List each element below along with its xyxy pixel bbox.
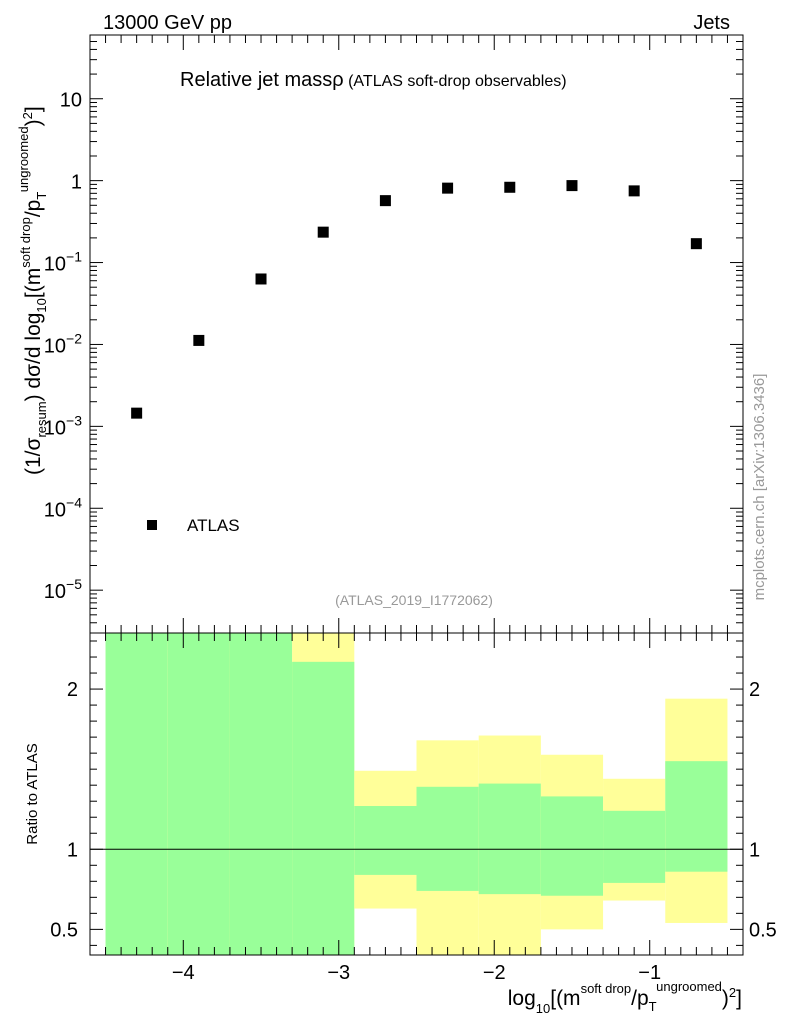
ratio-y-axis-label: Ratio to ATLAS xyxy=(24,743,41,844)
main-y-tick-label: 10−2 xyxy=(44,330,82,357)
ratio-band-stat xyxy=(105,633,168,955)
ratio-band-stat xyxy=(416,786,479,891)
main-y-tick-label: 10 xyxy=(60,90,82,112)
data-point xyxy=(504,181,516,193)
ratio-x-ticks: −4 −3 −2 −1 xyxy=(105,35,728,984)
data-point xyxy=(255,273,267,285)
main-y-tick-label: 10−5 xyxy=(44,576,82,603)
data-point xyxy=(379,195,391,207)
ratio-band-stat xyxy=(167,633,230,955)
main-y-tick-label: 10−4 xyxy=(44,494,82,521)
ratio-band-stat xyxy=(665,761,728,872)
side-label: mcplots.cern.ch [arXiv:1306.3436] xyxy=(751,374,768,601)
ratio-band-stat xyxy=(603,810,666,883)
ratio-band-stat xyxy=(229,633,293,955)
x-tick-label: −1 xyxy=(638,962,661,984)
ratio-y-tick-label: 1 xyxy=(67,839,78,861)
data-point xyxy=(442,182,454,194)
data-point xyxy=(131,407,143,419)
main-frame xyxy=(89,34,744,634)
ratio-frame xyxy=(89,632,744,956)
x-axis-label: log10[(msoft drop/pTungroomed)2] xyxy=(508,979,742,1016)
ratio-y-tick-label-right: 1 xyxy=(749,839,760,861)
data-point xyxy=(628,185,640,197)
ratio-band-stat xyxy=(292,661,355,955)
data-point xyxy=(317,226,329,238)
ratio-bands xyxy=(105,633,728,955)
ratio-y-tick-label-right: 2 xyxy=(749,679,760,701)
main-y-tick-label: 10−3 xyxy=(44,412,82,439)
main-y-ticks: 10 1 10−1 10−2 10−3 10−4 10−5 xyxy=(44,34,743,634)
analysis-label: (ATLAS_2019_I1772062) xyxy=(335,592,493,608)
data-point xyxy=(193,334,205,346)
ratio-y-ticks: 2 2 1 1 0.5 0.5 xyxy=(50,640,777,946)
ratio-band-stat xyxy=(354,806,417,875)
data-point xyxy=(566,180,578,192)
ratio-y-tick-label: 2 xyxy=(67,679,78,701)
ratio-band-stat xyxy=(540,796,604,896)
legend: ATLAS xyxy=(147,516,240,535)
legend-label-atlas: ATLAS xyxy=(187,516,240,535)
header-observable: Jets xyxy=(693,12,730,34)
ratio-y-tick-label: 0.5 xyxy=(50,919,78,941)
main-y-tick-label: 1 xyxy=(71,172,82,194)
main-markers xyxy=(131,180,702,419)
main-y-tick-label: 10−1 xyxy=(44,249,82,276)
x-tick-label: −3 xyxy=(327,962,350,984)
chart-title: Relative jet massρ (ATLAS soft-drop obse… xyxy=(180,69,567,91)
ratio-y-tick-label-right: 0.5 xyxy=(749,919,777,941)
ratio-panel: 2 2 1 1 0.5 0.5 −4 −3 −2 −1 Ratio to ATLAS log10… xyxy=(24,35,777,1016)
main-y-axis-label: (1/σresum) dσ/d log10[(msoft drop/pTungr… xyxy=(16,106,49,475)
x-tick-label: −4 xyxy=(172,962,195,984)
x-tick-label: −2 xyxy=(483,962,506,984)
ratio-band-stat xyxy=(478,783,541,895)
main-panel: 10 1 10−1 10−2 10−3 10−4 10−5 Relative jet mas… xyxy=(16,34,744,634)
data-point xyxy=(690,238,702,250)
header-process: 13000 GeV pp xyxy=(103,12,232,34)
legend-marker xyxy=(147,520,157,530)
